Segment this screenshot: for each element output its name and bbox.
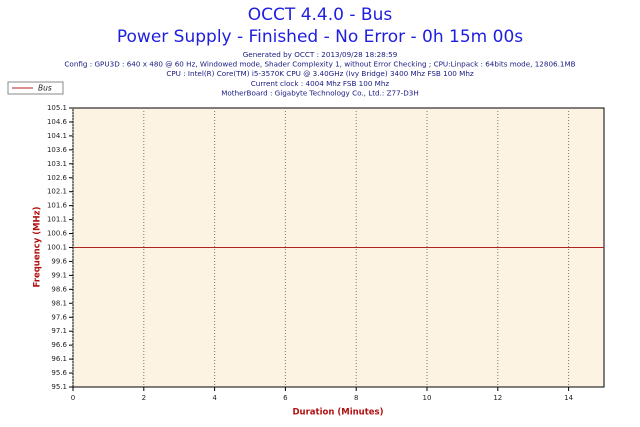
y-tick-label: 104.6 bbox=[47, 118, 68, 126]
info-line: Generated by OCCT : 2013/09/28 18:28:59 bbox=[243, 50, 398, 59]
y-tick-label: 104.1 bbox=[47, 132, 67, 140]
y-tick-label: 98.6 bbox=[51, 285, 67, 293]
y-tick-label: 96.6 bbox=[51, 341, 67, 349]
chart-subtitle: Power Supply - Finished - No Error - 0h … bbox=[117, 27, 523, 47]
info-line: Config : GPU3D : 640 x 480 @ 60 Hz, Wind… bbox=[64, 60, 575, 69]
y-tick-label: 102.6 bbox=[47, 174, 68, 182]
legend-box bbox=[7, 81, 64, 95]
y-tick-label: 99.1 bbox=[51, 271, 67, 279]
legend: Bus bbox=[7, 81, 64, 95]
x-tick-label: 8 bbox=[354, 394, 358, 402]
y-tick-label: 97.6 bbox=[51, 313, 67, 321]
y-tick-label: 96.1 bbox=[51, 355, 67, 363]
y-tick-label: 95.1 bbox=[51, 383, 67, 391]
y-tick-label: 99.6 bbox=[51, 257, 67, 265]
x-tick-label: 10 bbox=[423, 394, 432, 402]
y-tick-label: 103.6 bbox=[47, 146, 68, 154]
x-tick-label: 4 bbox=[212, 394, 217, 402]
y-tick-label: 105.1 bbox=[47, 104, 67, 112]
x-tick-label: 14 bbox=[564, 394, 573, 402]
info-line: MotherBoard : Gigabyte Technology Co., L… bbox=[221, 88, 419, 97]
y-tick-label: 103.1 bbox=[47, 160, 67, 168]
y-tick-label: 98.1 bbox=[51, 299, 67, 307]
x-tick-label: 6 bbox=[283, 394, 288, 402]
y-tick-label: 100.1 bbox=[47, 244, 67, 252]
y-tick-label: 102.1 bbox=[47, 188, 67, 196]
y-tick-label: 97.1 bbox=[51, 327, 67, 335]
info-line: Current clock : 4004 Mhz FSB 100 Mhz bbox=[251, 79, 390, 88]
y-tick-label: 100.6 bbox=[47, 230, 68, 238]
x-tick-label: 2 bbox=[142, 394, 146, 402]
x-tick-label: 12 bbox=[493, 394, 502, 402]
y-tick-label: 101.6 bbox=[47, 202, 68, 210]
y-tick-label: 101.1 bbox=[47, 216, 67, 224]
y-tick-label: 95.6 bbox=[51, 369, 67, 377]
y-axis-label: Frequency (MHz) bbox=[33, 206, 43, 287]
x-tick-label: 0 bbox=[71, 394, 75, 402]
info-line: CPU : Intel(R) Core(TM) i5-3570K CPU @ 3… bbox=[166, 69, 474, 78]
x-axis-label: Duration (Minutes) bbox=[293, 408, 384, 418]
legend-label: Bus bbox=[38, 84, 52, 93]
chart-title: OCCT 4.4.0 - Bus bbox=[248, 5, 393, 25]
